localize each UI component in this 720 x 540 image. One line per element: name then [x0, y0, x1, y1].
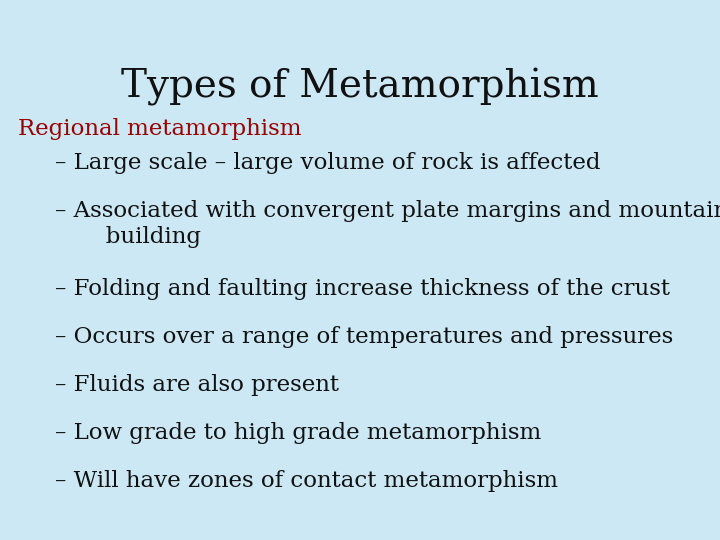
Text: – Will have zones of contact metamorphism: – Will have zones of contact metamorphis…	[55, 470, 558, 492]
Text: – Low grade to high grade metamorphism: – Low grade to high grade metamorphism	[55, 422, 541, 444]
Text: – Fluids are also present: – Fluids are also present	[55, 374, 339, 396]
Text: Regional metamorphism: Regional metamorphism	[18, 118, 302, 140]
Text: – Associated with convergent plate margins and mountain
       building: – Associated with convergent plate margi…	[55, 200, 720, 248]
Text: – Large scale – large volume of rock is affected: – Large scale – large volume of rock is …	[55, 152, 600, 174]
Text: – Folding and faulting increase thickness of the crust: – Folding and faulting increase thicknes…	[55, 278, 670, 300]
Text: Types of Metamorphism: Types of Metamorphism	[121, 68, 599, 106]
Text: – Occurs over a range of temperatures and pressures: – Occurs over a range of temperatures an…	[55, 326, 673, 348]
